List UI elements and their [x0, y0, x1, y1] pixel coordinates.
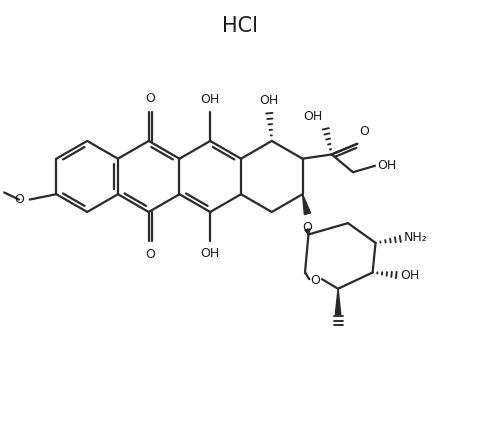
- Text: OH: OH: [400, 269, 419, 282]
- Text: O: O: [146, 248, 156, 261]
- Text: OH: OH: [200, 93, 220, 106]
- Text: OH: OH: [304, 110, 323, 123]
- Text: OH: OH: [200, 247, 220, 260]
- Text: HCl: HCl: [222, 16, 258, 36]
- Text: OH: OH: [260, 94, 279, 107]
- Text: O: O: [302, 221, 312, 234]
- Polygon shape: [305, 229, 310, 234]
- Text: O: O: [146, 92, 156, 105]
- Text: OH: OH: [378, 159, 396, 172]
- Text: NH₂: NH₂: [404, 232, 428, 245]
- Text: O: O: [14, 193, 24, 206]
- Polygon shape: [336, 289, 341, 314]
- Text: O: O: [310, 274, 320, 287]
- Polygon shape: [302, 194, 310, 215]
- Text: O: O: [360, 125, 370, 138]
